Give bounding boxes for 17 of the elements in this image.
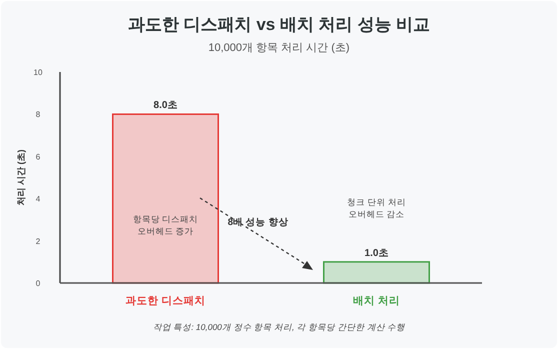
- text: 작업 특성: 10,000개 정수 항목 처리, 각 항목당 간단한 계산 수행: [152, 322, 406, 332]
- y-tick-label: 6: [36, 152, 41, 162]
- y-tick-label: 8: [36, 110, 41, 120]
- x-tick-label: 배치 처리: [353, 295, 400, 307]
- chart-title: 과도한 디스패치 vs 배치 처리 성능 비교: [128, 15, 430, 34]
- y-axis-title: 처리 시간 (초): [16, 150, 26, 206]
- y-tick-label: 10: [34, 68, 43, 77]
- annotation: 8배 성능 향상: [228, 217, 288, 228]
- y-tick-label: 2: [36, 236, 41, 246]
- y-tick-label: 0: [36, 279, 41, 288]
- chart-subtitle: 10,000개 항목 처리 시간 (초): [208, 42, 350, 54]
- x-tick-label: 과도한 디스패치: [126, 295, 206, 307]
- annotation: 청크 단위 처리 오버헤드 감소: [347, 197, 406, 219]
- y-tick-label: 4: [36, 194, 41, 204]
- data-label: 8.0초: [154, 100, 178, 112]
- annotation: 항목당 디스패치 오버헤드 증가: [132, 214, 198, 236]
- data-label: 1.0초: [364, 248, 388, 259]
